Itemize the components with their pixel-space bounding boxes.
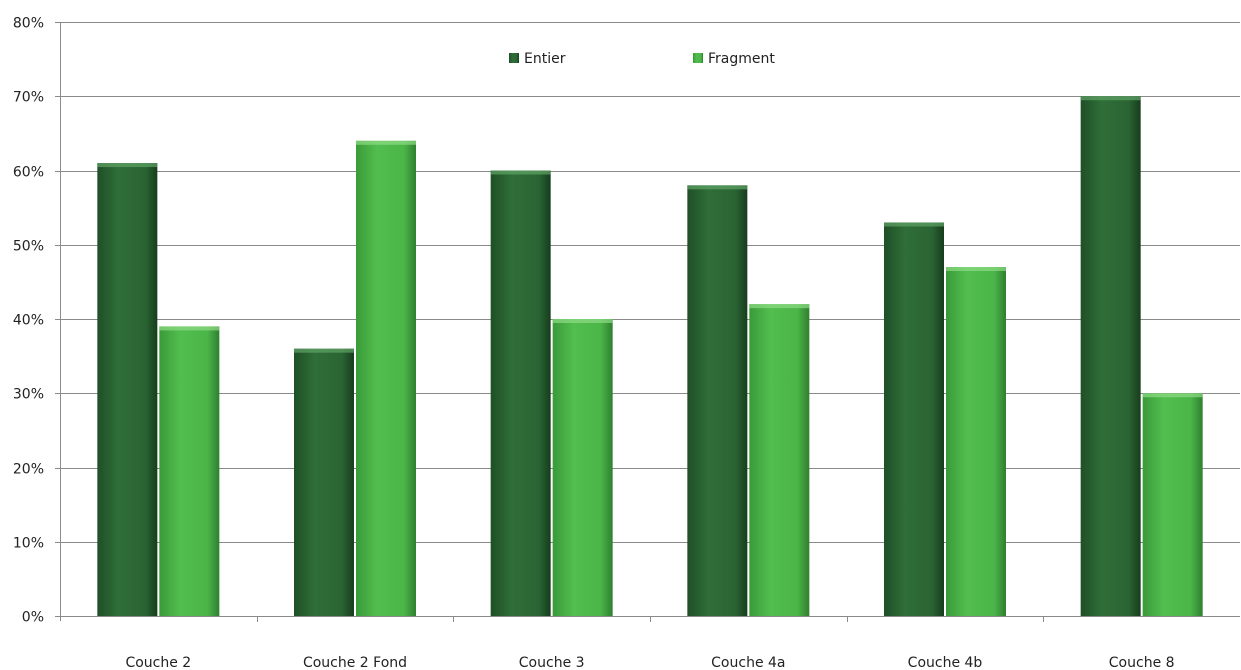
bars [97, 96, 1203, 617]
axes: 0% 10% 20% 30% 40% 50% 60% 70% 80% Couche 2 Couche… [13, 16, 1175, 670]
y-tick-label: 50% [13, 239, 44, 255]
legend-label: Entier [524, 51, 566, 67]
bar-cap [97, 163, 158, 168]
bar-cap [356, 140, 416, 145]
y-tick-label: 60% [13, 165, 44, 181]
bar [946, 267, 1006, 616]
bar-cap [552, 319, 613, 323]
y-tick-label: 0% [22, 610, 44, 626]
x-category-label: Couche 8 [1109, 655, 1175, 670]
bar-cap [1080, 96, 1141, 101]
x-category-label: Couche 2 [125, 655, 191, 670]
bar-fragment-3 [552, 319, 613, 616]
bar-cap [159, 326, 220, 331]
bar [97, 163, 158, 616]
bar-cap [946, 267, 1006, 272]
bar [1080, 96, 1141, 616]
bar-cap [884, 222, 944, 227]
legend-label: Fragment [708, 51, 775, 67]
x-category-label: Couche 4a [711, 655, 785, 670]
bar [490, 170, 551, 616]
legend: Entier Fragment [509, 51, 775, 67]
bar-fragment-5 [946, 267, 1006, 616]
bar [749, 304, 810, 616]
bar-entier-5 [884, 222, 944, 616]
bar-cap [687, 185, 748, 190]
legend-item-fragment: Fragment [693, 51, 775, 67]
y-tick-label: 40% [13, 313, 44, 329]
bar-cap [294, 348, 354, 353]
legend-item-entier: Entier [509, 51, 566, 67]
bar [294, 348, 354, 616]
bar-cap [490, 170, 551, 175]
gridlines [55, 22, 1240, 617]
bar-fragment-1 [159, 326, 220, 616]
x-category-label: Couche 3 [519, 655, 585, 670]
bar-entier-4 [687, 185, 748, 616]
bar-cap [1142, 393, 1203, 398]
bar-entier-3 [490, 170, 551, 616]
bar-entier-2 [294, 348, 354, 616]
legend-swatch [509, 53, 519, 63]
x-category-label: Couche 4b [908, 655, 983, 670]
bar-entier-6 [1080, 96, 1141, 616]
bar [1142, 393, 1203, 616]
bar-fragment-4 [749, 304, 810, 616]
bar-entier-1 [97, 163, 158, 616]
y-tick-label: 20% [13, 462, 44, 478]
legend-swatch [693, 53, 703, 63]
bar-fragment-2 [356, 140, 416, 617]
x-category-label: Couche 2 Fond [303, 655, 407, 670]
bar [687, 185, 748, 616]
y-tick-label: 10% [13, 536, 44, 552]
y-tick-label: 30% [13, 387, 44, 403]
y-tick-label: 80% [13, 16, 44, 32]
bar [159, 326, 220, 616]
y-tick-label: 70% [13, 90, 44, 106]
bar-cap [749, 304, 810, 309]
bar [552, 319, 613, 616]
bar-fragment-6 [1142, 393, 1203, 616]
bar [356, 140, 416, 617]
bar [884, 222, 944, 616]
